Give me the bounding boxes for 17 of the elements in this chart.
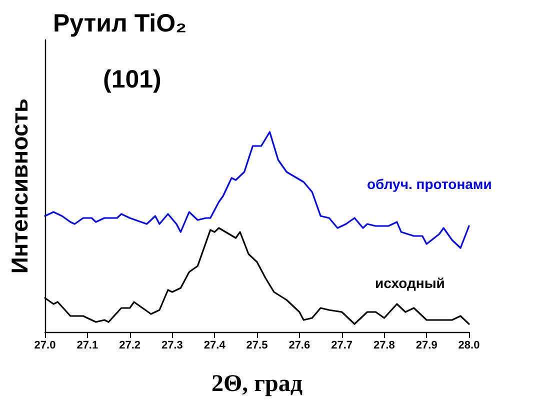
x-axis-title: 2Θ, град xyxy=(211,371,303,397)
x-tick-label: 27.6 xyxy=(288,340,310,352)
x-tick-label: 27.0 xyxy=(34,340,56,352)
y-axis-title: Интенсивность xyxy=(6,98,32,274)
x-tick-label: 27.2 xyxy=(119,340,141,352)
x-tick-label: 27.9 xyxy=(416,340,438,352)
text: облуч. протонами xyxy=(367,176,492,192)
x-tick-label: 27.3 xyxy=(161,340,183,352)
x-tick-label: 27.7 xyxy=(331,340,353,352)
x-tick-label: 27.8 xyxy=(373,340,395,352)
x-tick-label: 27.1 xyxy=(76,340,98,352)
x-tick-label: 27.4 xyxy=(204,340,226,352)
chart-title: Рутил TiO₂ xyxy=(53,10,187,38)
series-label: исходный xyxy=(375,275,445,291)
chart-subtitle: (101) xyxy=(103,66,162,94)
x-tick-label: 28.0 xyxy=(458,340,480,352)
x-tick-label: 27.5 xyxy=(246,340,268,352)
